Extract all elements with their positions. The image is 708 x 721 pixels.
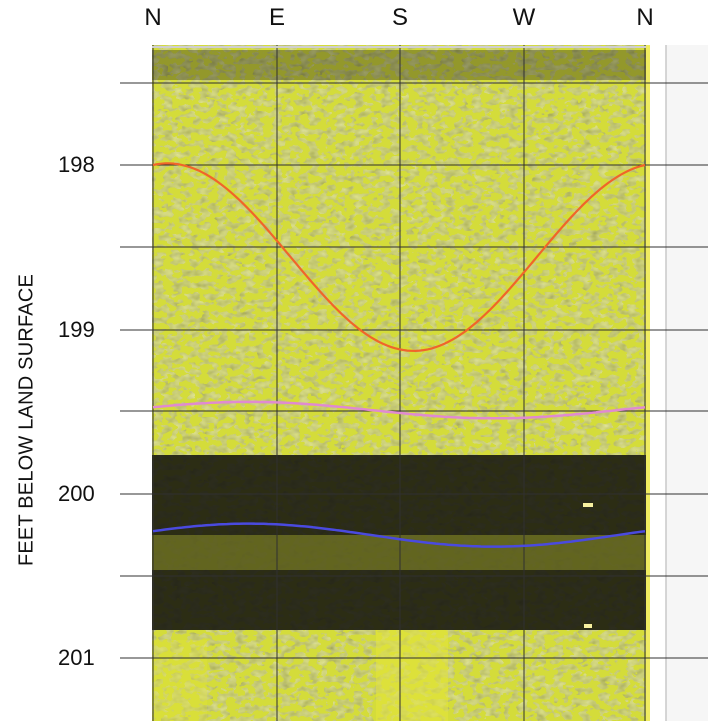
light-streak <box>152 535 646 570</box>
dark-zone-top <box>152 50 646 80</box>
horizontal-grid <box>120 82 708 659</box>
depth-label-201: 201 <box>58 645 95 670</box>
depth-label-198: 198 <box>58 152 95 177</box>
reference-track <box>666 45 708 721</box>
compass-north-right: N <box>636 4 654 31</box>
compass-west: W <box>512 4 536 31</box>
image-edge-strip <box>646 45 650 721</box>
depth-label-200: 200 <box>58 481 95 506</box>
fracture-sinusoid-trace <box>152 162 646 353</box>
compass-east: E <box>268 4 286 31</box>
compass-south: S <box>391 4 409 31</box>
bedding-base-trace <box>152 522 646 548</box>
image-panel <box>152 45 646 721</box>
light-patch-left <box>152 640 207 721</box>
depth-label-199: 199 <box>58 317 95 342</box>
bright-speck <box>584 624 592 628</box>
vertical-grid <box>152 45 646 721</box>
compass-north-left: N <box>144 4 162 31</box>
bedding-top-trace <box>152 400 646 420</box>
bright-speck <box>583 503 593 507</box>
light-patch <box>376 630 448 721</box>
